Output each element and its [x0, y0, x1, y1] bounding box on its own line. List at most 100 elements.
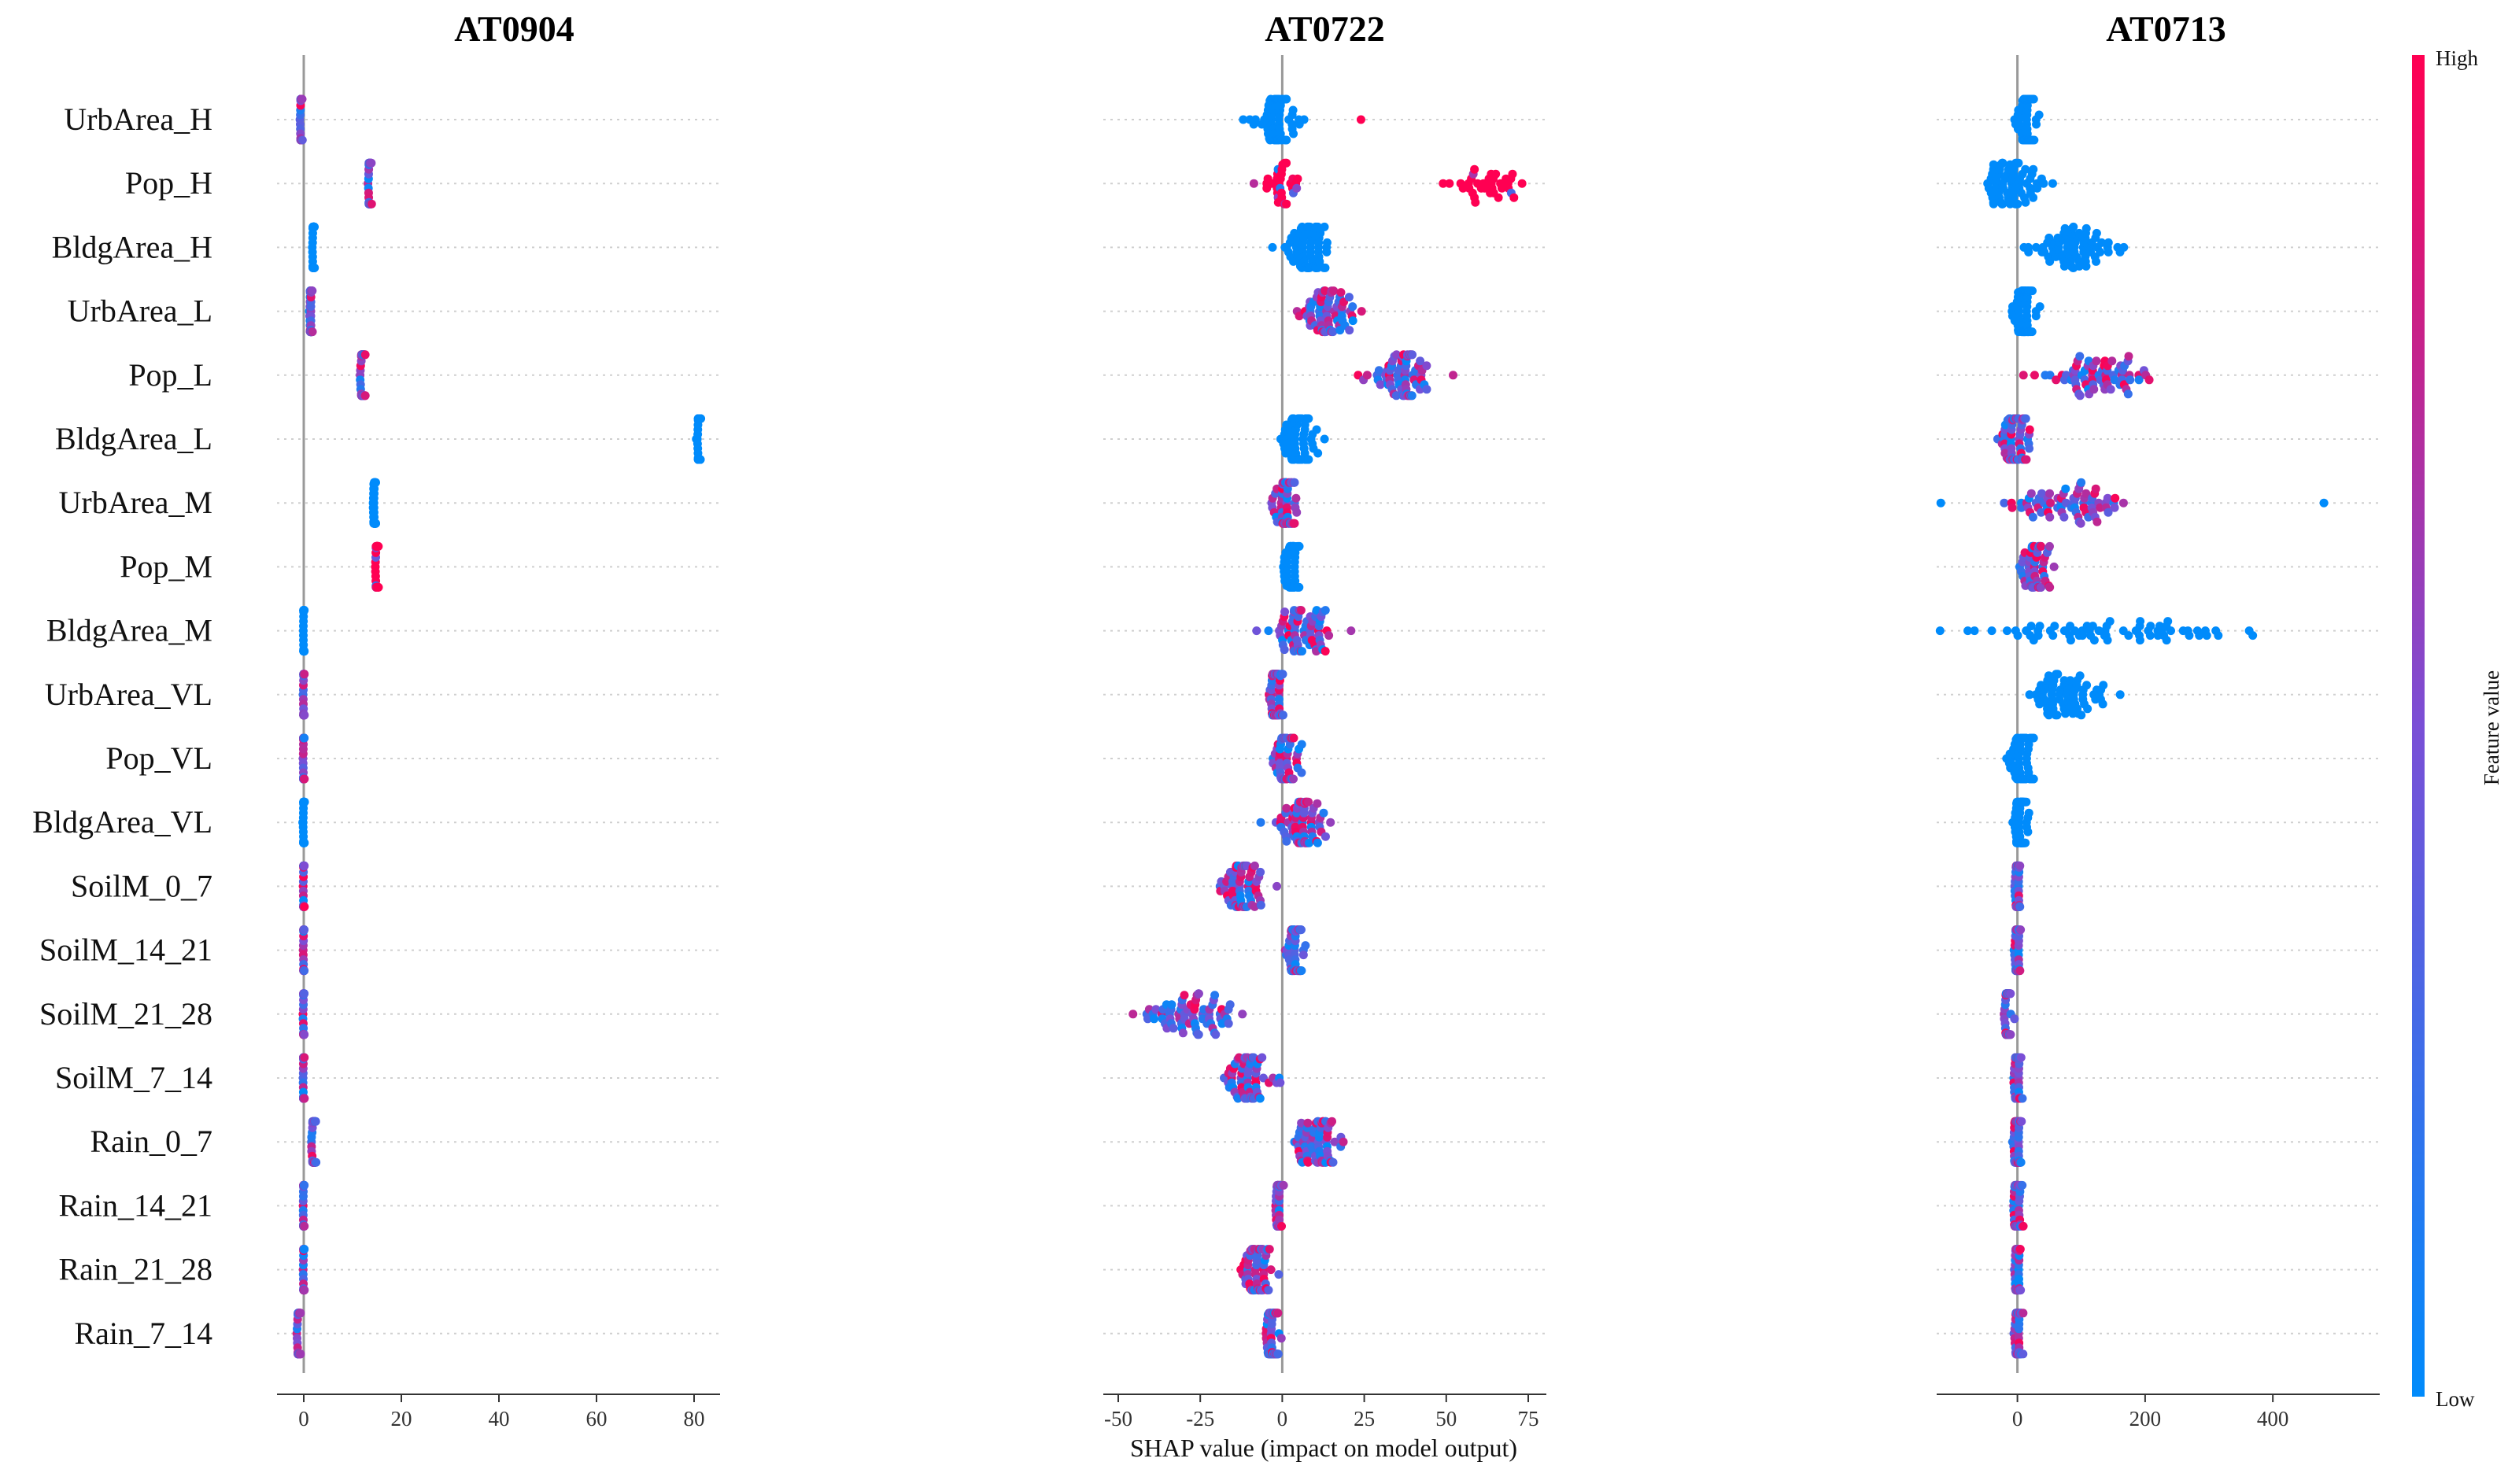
shap-point: [1291, 493, 1301, 503]
feature-label: BldgArea_H: [52, 229, 212, 264]
shap-point: [310, 263, 320, 272]
shap-point: [2037, 582, 2046, 592]
shap-point: [1233, 1094, 1243, 1103]
shap-point: [2248, 631, 2258, 640]
shap-point: [1356, 115, 1365, 124]
shap-point: [1299, 115, 1309, 124]
shap-point: [308, 286, 317, 296]
shap-point: [1357, 307, 1366, 316]
shap-point: [1277, 1221, 1287, 1231]
shap-point: [2104, 247, 2113, 257]
shap-point: [1297, 740, 1306, 749]
shap-point: [1445, 179, 1454, 188]
shap-point: [1256, 818, 1265, 827]
shap-point: [2045, 371, 2055, 380]
shap-point: [311, 1117, 320, 1126]
shap-point: [1497, 183, 1506, 193]
shap-point: [1151, 1005, 1161, 1014]
shap-point: [2214, 631, 2223, 640]
shap-point: [2029, 774, 2038, 784]
shap-point: [1491, 169, 1501, 179]
shap-point: [2019, 371, 2028, 380]
feature-label: Rain_0_7: [90, 1124, 212, 1159]
shap-point: [300, 925, 309, 935]
shap-point: [2019, 1221, 2028, 1231]
shap-point: [2014, 158, 2023, 168]
shap-point: [1290, 519, 1299, 528]
shap-point: [1304, 414, 1313, 423]
shap-point: [2119, 242, 2129, 252]
shap-point: [1303, 1118, 1313, 1128]
shap-point: [300, 797, 309, 807]
feature-label: Rain_7_14: [74, 1316, 212, 1351]
shap-point: [2091, 484, 2100, 493]
shap-point: [2019, 1309, 2028, 1318]
feature-label: BldgArea_L: [55, 421, 212, 456]
feature-label: SoilM_0_7: [71, 868, 212, 903]
shap-point: [2013, 631, 2022, 640]
shap-point: [2124, 352, 2133, 361]
shap-point: [2077, 478, 2086, 487]
shap-point: [1329, 286, 1339, 296]
shap-point: [1320, 647, 1330, 656]
shap-point: [2034, 110, 2044, 120]
x-tick-label: 40: [489, 1407, 510, 1430]
shap-point: [1273, 1309, 1283, 1318]
shap-point: [2017, 1117, 2026, 1126]
shap-point: [1194, 989, 1203, 999]
shap-point: [1313, 799, 1322, 808]
shap-point: [2104, 238, 2113, 247]
shap-point: [2015, 902, 2025, 911]
shap-point: [1348, 302, 1357, 312]
shap-point: [1330, 1137, 1339, 1146]
shap-point: [1289, 733, 1298, 743]
shap-point: [297, 94, 307, 104]
shap-point: [1280, 645, 1289, 655]
shap-point: [1296, 606, 1306, 615]
shap-point: [2028, 512, 2037, 522]
shap-point: [1320, 606, 1330, 615]
shap-point: [2037, 541, 2046, 551]
shap-point: [1268, 242, 1277, 252]
shap-point: [1274, 1270, 1284, 1279]
shap-point: [2025, 425, 2034, 434]
shap-point: [2025, 444, 2034, 453]
shap-point: [1128, 1010, 1138, 1019]
shap-point: [1326, 818, 1335, 827]
shap-point: [2089, 385, 2099, 394]
shap-point: [1322, 247, 1332, 257]
shap-point: [2098, 700, 2107, 709]
shap-point: [2166, 626, 2176, 636]
shap-point: [2077, 711, 2086, 720]
shap-point: [1210, 991, 1220, 1000]
shap-point: [1282, 803, 1291, 813]
shap-point: [1303, 1157, 1313, 1167]
shap-point: [300, 989, 309, 999]
shap-point: [2016, 1286, 2026, 1295]
shap-point: [1416, 356, 1425, 366]
shap-point: [1407, 391, 1417, 401]
panel-title: AT0713: [2106, 9, 2226, 49]
shap-point: [1345, 326, 1354, 335]
shap-point: [312, 1157, 321, 1167]
colorbar: [2412, 55, 2425, 1397]
shap-point: [1935, 626, 1945, 636]
shap-point: [1250, 861, 1259, 870]
shap-point: [1250, 115, 1260, 124]
shap-point: [300, 1030, 309, 1039]
shap-point: [300, 774, 309, 784]
shap-point: [1509, 193, 1519, 202]
shap-point: [1282, 158, 1291, 168]
shap-point: [2145, 631, 2155, 640]
shap-point: [2105, 617, 2115, 626]
shap-point: [300, 1053, 309, 1062]
shap-point: [300, 861, 309, 870]
shap-point: [2006, 989, 2015, 999]
shap-point: [1346, 626, 1356, 636]
shap-point: [1169, 1024, 1178, 1033]
shap-point: [1282, 94, 1291, 104]
shap-point: [1289, 774, 1298, 784]
shap-point: [1280, 607, 1290, 617]
shap-point: [1322, 238, 1332, 247]
